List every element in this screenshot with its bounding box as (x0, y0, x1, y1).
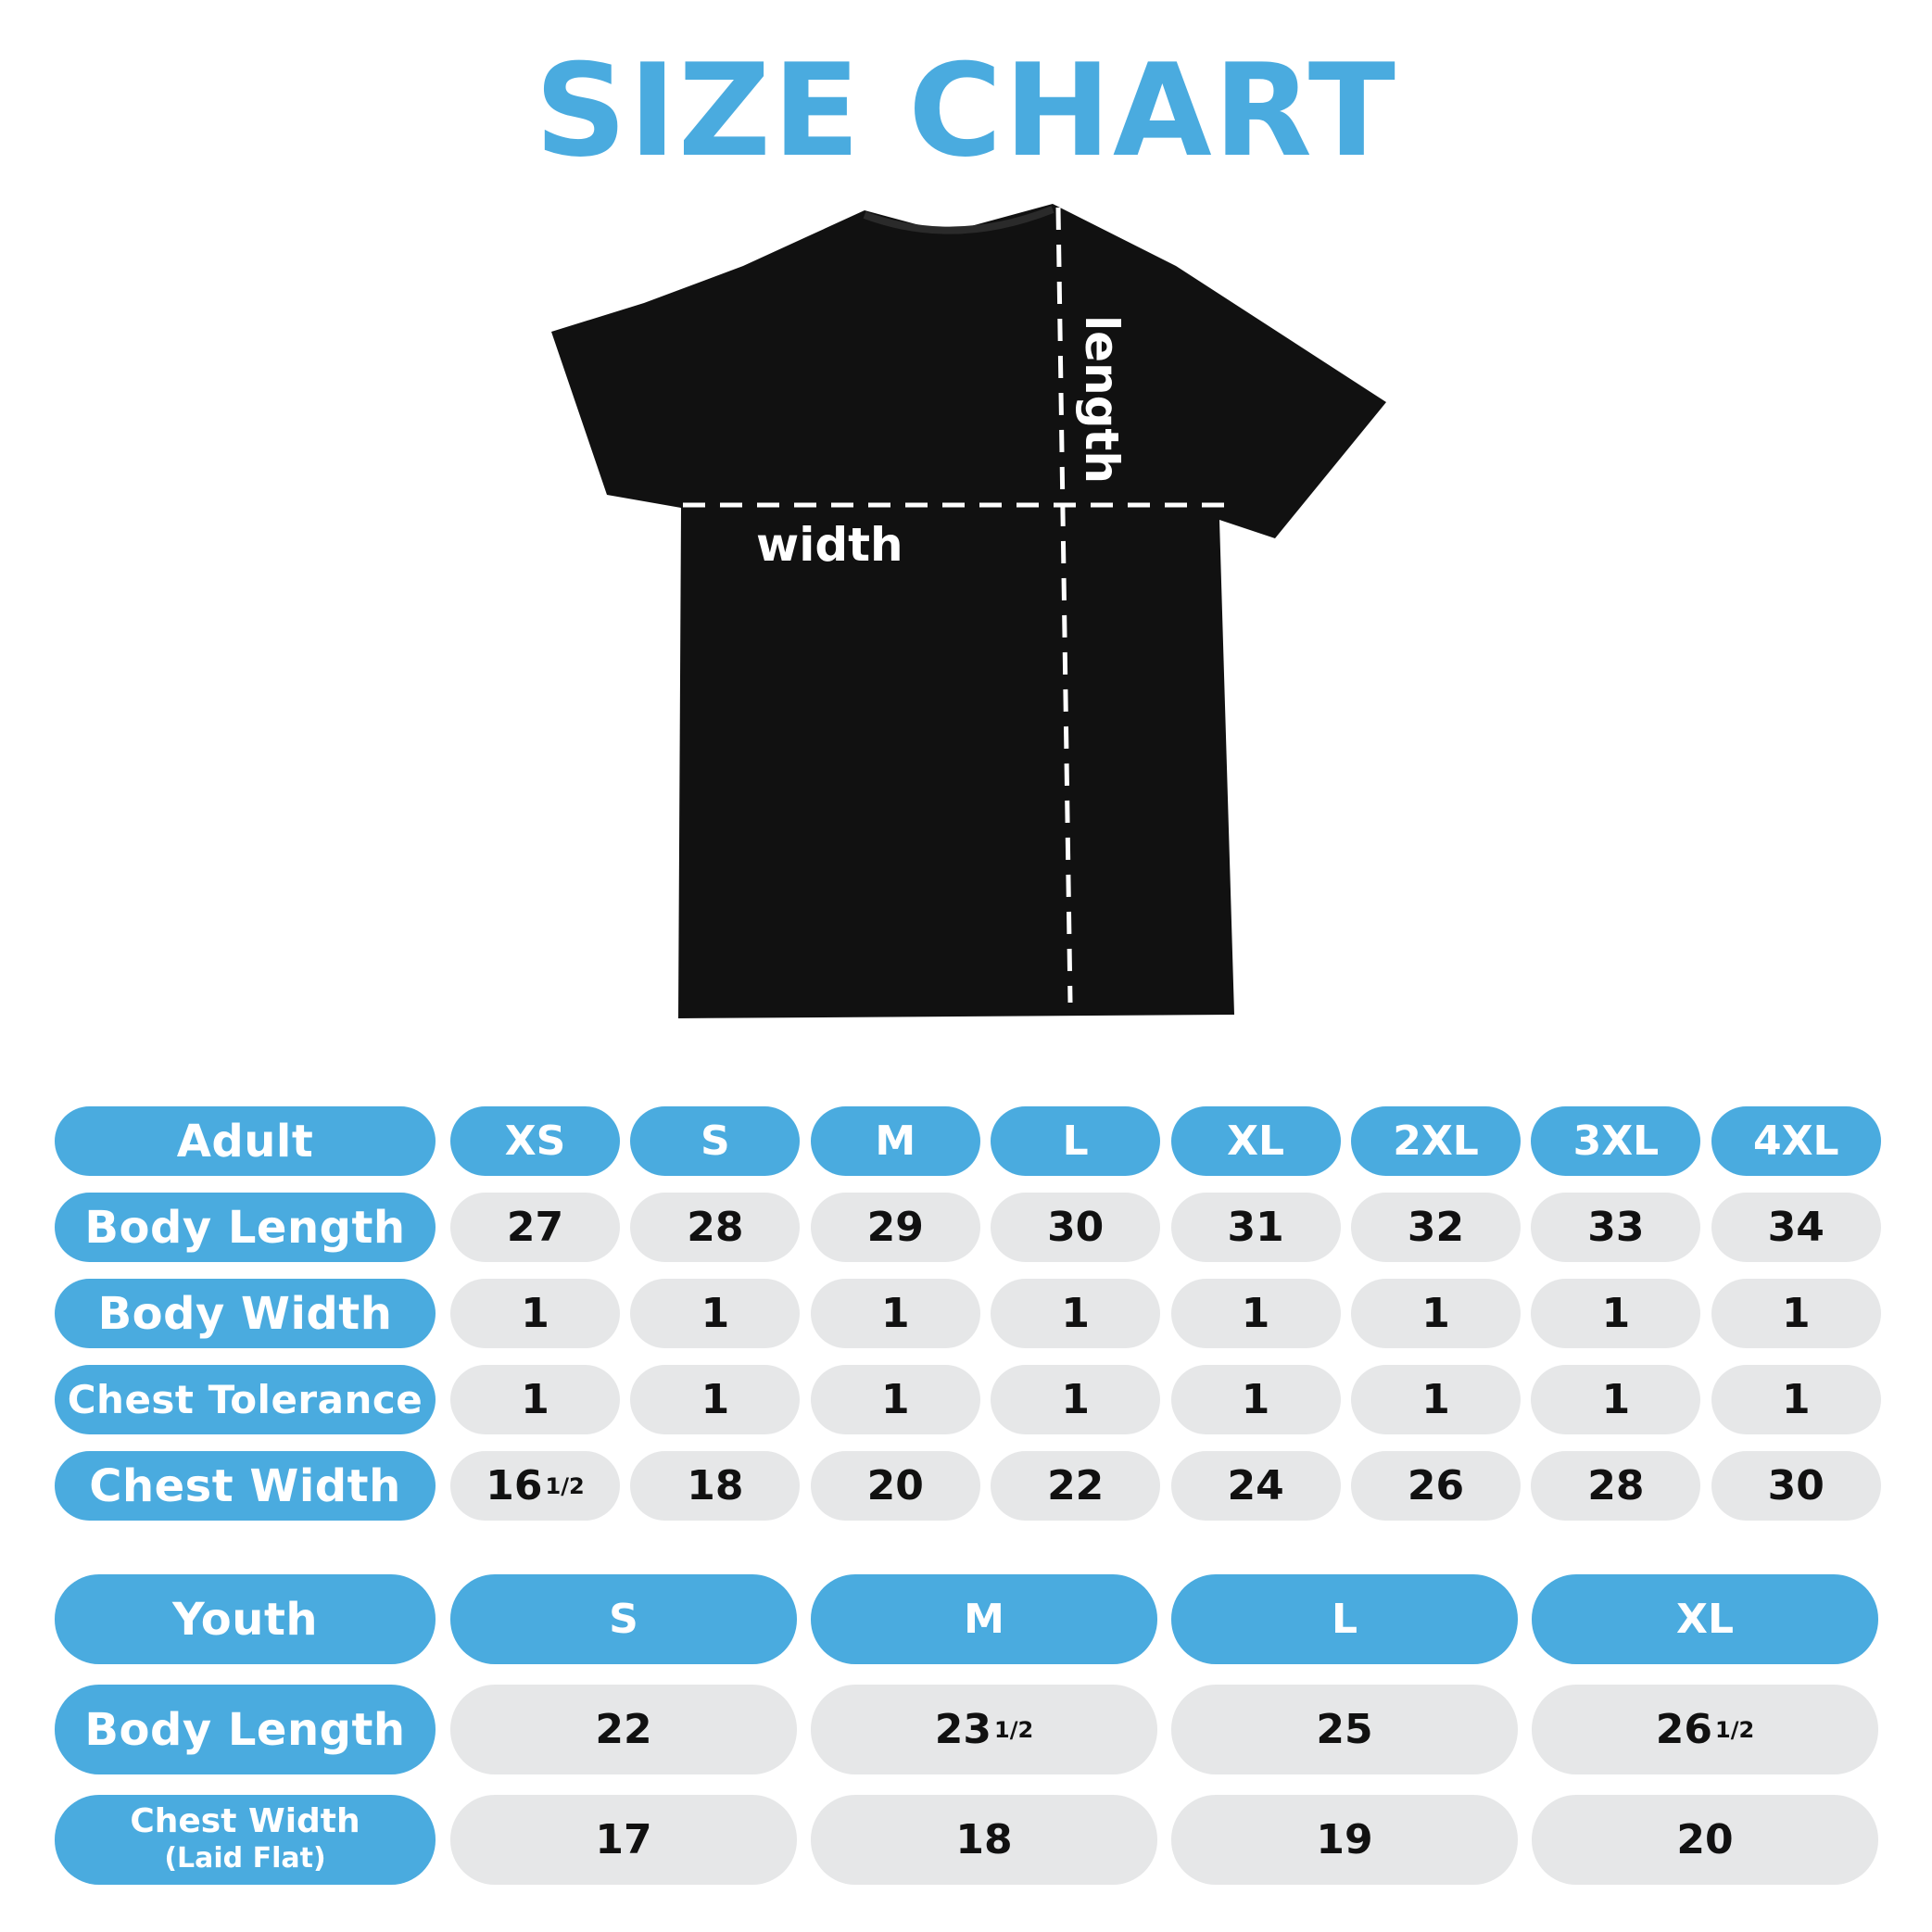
adult-table-cell: 1 (991, 1279, 1161, 1348)
adult-row-label: Body Length (55, 1193, 436, 1262)
adult-table-cell: 1 (1711, 1279, 1881, 1348)
youth-table-cell: 23 1/2 (811, 1685, 1157, 1774)
adult-table-cell: 28 (1531, 1451, 1701, 1521)
adult-table-cell: 1 (1170, 1365, 1341, 1434)
youth-size-header-s: S (450, 1574, 797, 1664)
youth-table-cell: 19 (1171, 1795, 1518, 1885)
adult-table-cell: 29 (810, 1193, 980, 1262)
adult-table-cell: 34 (1711, 1193, 1881, 1262)
adult-table-cell: 1 (450, 1279, 620, 1348)
adult-size-header-s: S (630, 1106, 801, 1176)
adult-table-cell: 30 (991, 1193, 1161, 1262)
adult-table-cell: 28 (630, 1193, 801, 1262)
adult-size-header-xs: XS (450, 1106, 620, 1176)
adult-table-cell: 1 (1531, 1365, 1701, 1434)
adult-size-header-4xl: 4XL (1711, 1106, 1881, 1176)
adult-table-cell: 1 (630, 1279, 801, 1348)
adult-table-cell: 30 (1711, 1451, 1881, 1521)
width-label: width (756, 518, 903, 572)
adult-size-header-m: M (810, 1106, 980, 1176)
adult-table-cell: 24 (1170, 1451, 1341, 1521)
youth-table-cell: 17 (450, 1795, 797, 1885)
youth-size-header-m: M (811, 1574, 1157, 1664)
adult-size-header-l: L (991, 1106, 1161, 1176)
adult-row-label: Chest Tolerance (55, 1365, 436, 1434)
youth-table-cell: 26 1/2 (1532, 1685, 1878, 1774)
length-dashed-line (1055, 207, 1073, 1004)
youth-table-cell: 25 (1171, 1685, 1518, 1774)
adult-table-cell: 1 (991, 1365, 1161, 1434)
adult-table-cell: 1 (1711, 1365, 1881, 1434)
youth-size-header-l: L (1171, 1574, 1518, 1664)
youth-table-cell: 20 (1532, 1795, 1878, 1885)
adult-table-cell: 1 (630, 1365, 801, 1434)
adult-table-cell: 1 (810, 1279, 980, 1348)
adult-table-cell: 1 (450, 1365, 620, 1434)
length-label: length (1075, 315, 1129, 484)
youth-row-label: Chest Width (Laid Flat) (55, 1795, 436, 1885)
adult-table-cell: 18 (630, 1451, 801, 1521)
adult-table-cell: 27 (450, 1193, 620, 1262)
adult-row-label: Body Width (55, 1279, 436, 1348)
adult-table-cell: 1 (1351, 1365, 1521, 1434)
adult-table-cell: 1 (1531, 1279, 1701, 1348)
adult-size-header-xl: XL (1170, 1106, 1341, 1176)
tshirt-illustration: length width (551, 204, 1386, 1018)
youth-size-header-xl: XL (1532, 1574, 1878, 1664)
adult-row-label: Chest Width (55, 1451, 436, 1521)
adult-table-cell: 31 (1170, 1193, 1341, 1262)
tshirt-shape (551, 204, 1386, 1018)
adult-table-cell: 32 (1351, 1193, 1521, 1262)
page-title: SIZE CHART (535, 36, 1397, 185)
youth-table-cell: 18 (811, 1795, 1157, 1885)
adult-size-header-2xl: 2XL (1351, 1106, 1521, 1176)
youth-table-cell: 22 (450, 1685, 797, 1774)
adult-table-cell: 33 (1531, 1193, 1701, 1262)
youth-header-label: Youth (55, 1574, 436, 1664)
adult-table-cell: 1 (1170, 1279, 1341, 1348)
adult-table-cell: 1 (810, 1365, 980, 1434)
adult-size-header-3xl: 3XL (1531, 1106, 1701, 1176)
adult-header-label: Adult (55, 1106, 436, 1176)
youth-row-label: Body Length (55, 1685, 436, 1774)
neckline (863, 206, 1054, 234)
adult-table-cell: 22 (991, 1451, 1161, 1521)
adult-table-cell: 20 (810, 1451, 980, 1521)
adult-table-cell: 26 (1351, 1451, 1521, 1521)
adult-table-cell: 16 1/2 (450, 1451, 620, 1521)
adult-table-cell: 1 (1351, 1279, 1521, 1348)
